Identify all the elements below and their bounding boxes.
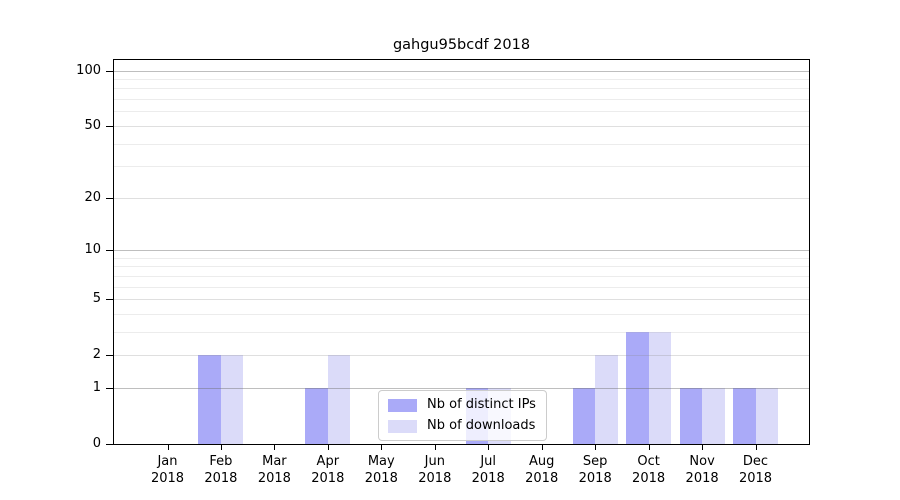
y-axis: 0 1 2 5 10 20 50 100 — [0, 60, 113, 450]
x-tick-mark-nov — [702, 445, 704, 450]
legend-swatch-distinct-ips — [388, 398, 417, 412]
x-tick-mark-apr — [327, 445, 329, 450]
gridline-100 — [114, 70, 809, 72]
legend-item-downloads: Nb of downloads — [388, 419, 536, 433]
x-tick-label-apr: Apr 2018 — [311, 454, 345, 486]
gridline-20 — [114, 197, 809, 199]
y-tick-mark-0 — [106, 444, 113, 445]
x-tick-mark-dec — [755, 445, 757, 450]
x-tick-label-jun: Jun 2018 — [418, 454, 452, 486]
x-tick-label-feb: Feb 2018 — [204, 454, 238, 486]
y-tick-mark-10 — [106, 249, 113, 251]
bar-downloads-oct — [648, 331, 672, 444]
gridline-40 — [114, 143, 809, 145]
x-tick-label-aug: Aug 2018 — [525, 454, 559, 486]
y-tick-label-0: 0 — [92, 436, 101, 451]
bar-distinct-ips-nov — [679, 387, 703, 444]
y-tick-mark-20 — [106, 197, 113, 199]
x-tick-mark-feb — [220, 445, 222, 450]
bar-distinct-ips-feb — [198, 355, 221, 444]
x-tick-label-may: May 2018 — [364, 454, 398, 486]
y-tick-label-50: 50 — [84, 117, 101, 133]
x-axis: Jan 2018 Feb 2018 Mar 2018 Apr 2018 May 2018 Jun 20… — [114, 445, 809, 500]
y-tick-label-5: 5 — [92, 291, 101, 306]
x-tick-label-mar: Mar 2018 — [257, 454, 291, 486]
chart-title: gahgu95bcdf 2018 — [392, 37, 531, 53]
gridline-1 — [114, 387, 809, 389]
gridline-80 — [114, 88, 809, 90]
legend-item-distinct-ips: Nb of distinct IPs — [388, 398, 536, 412]
bar-distinct-ips-apr — [305, 387, 328, 444]
x-tick-mark-may — [381, 445, 383, 450]
x-tick-mark-aug — [541, 445, 543, 450]
gridline-90 — [114, 78, 809, 80]
x-tick-mark-mar — [274, 445, 276, 450]
x-tick-mark-jun — [434, 445, 436, 450]
x-tick-mark-oct — [648, 445, 650, 450]
bar-distinct-ips-dec — [733, 387, 756, 444]
legend-label-downloads: Nb of downloads — [427, 418, 536, 433]
gridline-50 — [114, 125, 809, 127]
y-tick-label-100: 100 — [76, 62, 101, 78]
x-tick-label-oct: Oct 2018 — [632, 454, 666, 486]
y-tick-label-1: 1 — [92, 379, 101, 395]
x-tick-label-dec: Dec 2018 — [738, 454, 773, 486]
y-tick-mark-50 — [106, 125, 113, 127]
x-tick-mark-jul — [488, 445, 490, 450]
x-tick-label-jan: Jan 2018 — [150, 454, 185, 486]
gridline-4 — [114, 313, 809, 315]
gridline-70 — [114, 99, 809, 100]
x-tick-label-jul: Jul 2018 — [471, 454, 505, 486]
x-tick-mark-sep — [595, 445, 597, 450]
bar-distinct-ips-oct — [626, 331, 649, 444]
y-tick-mark-2 — [106, 355, 113, 357]
y-tick-label-20: 20 — [84, 189, 101, 205]
bar-downloads-nov — [702, 387, 725, 444]
legend: Nb of distinct IPs Nb of downloads — [378, 390, 547, 441]
gridline-60 — [114, 111, 809, 113]
gridline-5 — [114, 299, 809, 300]
y-tick-mark-100 — [106, 70, 113, 72]
gridline-9 — [114, 257, 809, 259]
bar-downloads-dec — [755, 387, 778, 444]
legend-label-distinct-ips: Nb of distinct IPs — [427, 397, 536, 412]
gridline-8 — [114, 266, 809, 268]
gridline-30 — [114, 166, 809, 168]
gridline-3 — [114, 331, 809, 333]
y-tick-mark-5 — [106, 299, 113, 300]
y-tick-mark-1 — [106, 387, 113, 389]
y-tick-label-2: 2 — [92, 347, 101, 363]
bar-downloads-apr — [327, 355, 351, 444]
bar-downloads-sep — [595, 355, 618, 444]
y-tick-label-10: 10 — [84, 241, 101, 257]
gridline-2 — [114, 355, 809, 357]
gridline-10 — [114, 249, 809, 251]
plot-area: Nb of distinct IPs Nb of downloads — [113, 59, 810, 445]
x-tick-label-nov: Nov 2018 — [685, 454, 719, 486]
legend-swatch-downloads — [388, 419, 417, 433]
gridline-7 — [114, 275, 809, 277]
bar-distinct-ips-sep — [572, 387, 596, 444]
gridline-6 — [114, 286, 809, 288]
x-tick-label-sep: Sep 2018 — [578, 454, 612, 486]
x-tick-mark-jan — [167, 445, 169, 450]
bar-downloads-feb — [220, 355, 244, 444]
